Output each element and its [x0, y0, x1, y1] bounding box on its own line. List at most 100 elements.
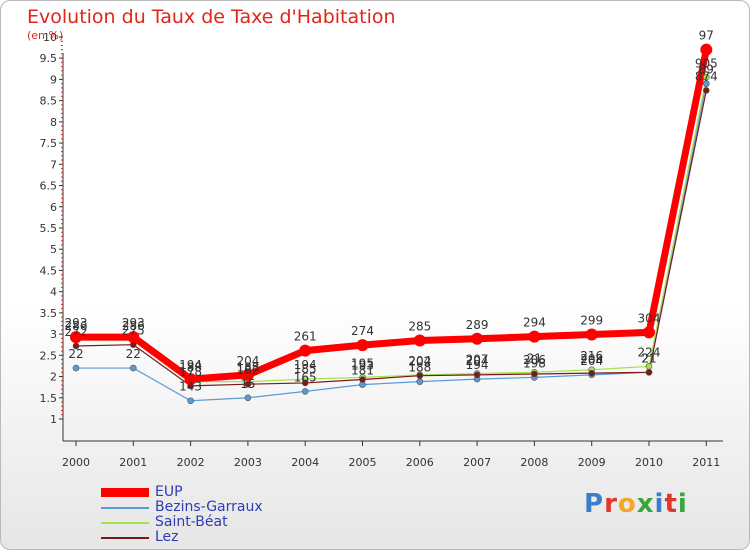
data-point — [702, 87, 710, 94]
data-label: 188 — [236, 361, 259, 375]
data-label: 274 — [351, 324, 374, 338]
data-point — [299, 344, 312, 357]
data-label: 21 — [527, 351, 542, 365]
series-line-3 — [75, 90, 707, 387]
y-tick-label: 7.5 — [40, 137, 58, 150]
data-label: 21 — [641, 351, 656, 365]
data-label: 22 — [68, 347, 83, 361]
data-label: 194 — [294, 358, 317, 372]
data-label: 204 — [466, 354, 489, 368]
data-point — [301, 379, 309, 387]
data-label: 204 — [236, 354, 259, 368]
y-tick-label: 9 — [50, 73, 57, 86]
data-point — [643, 326, 655, 339]
data-label: 286 — [122, 319, 145, 333]
data-point — [70, 331, 82, 344]
data-label: 22 — [126, 347, 141, 361]
data-label: 188 — [408, 361, 431, 375]
chart-title: Evolution du Taux de Taxe d'Habitation — [27, 6, 396, 28]
y-tick-label: 5 — [50, 243, 57, 256]
y-tick-label: 3.5 — [40, 307, 58, 320]
x-tick-label: 2001 — [119, 456, 147, 469]
y-tick-label: 8.5 — [40, 95, 58, 108]
data-label: 202 — [408, 355, 431, 369]
x-tick-label: 2003 — [234, 456, 262, 469]
data-label: 198 — [523, 356, 546, 370]
data-point — [72, 364, 80, 372]
data-label: 293 — [122, 316, 145, 330]
data-point — [187, 397, 194, 405]
data-point — [184, 373, 197, 386]
data-label: 286 — [65, 319, 88, 333]
data-label: 206 — [523, 353, 546, 367]
data-label: 178 — [179, 365, 202, 379]
data-label: 204 — [408, 354, 431, 368]
data-label: 182 — [236, 363, 259, 377]
y-tick-label: 5.5 — [40, 222, 58, 235]
data-label: 304 — [638, 311, 661, 325]
data-label: 905 — [695, 56, 718, 70]
legend-label-bezins-garraux: Bezins-Garraux — [155, 499, 263, 515]
data-label: 272 — [65, 325, 88, 339]
legend-swatch-bezins-garraux — [101, 507, 149, 509]
data-label: 89 — [699, 63, 714, 77]
x-tick-label: 2004 — [291, 456, 319, 469]
x-tick-label: 2008 — [520, 456, 548, 469]
data-point — [471, 332, 484, 345]
data-point — [413, 334, 426, 347]
data-point — [130, 364, 137, 372]
data-label: 289 — [466, 318, 489, 332]
x-tick-label: 2006 — [406, 456, 434, 469]
data-label: 15 — [240, 377, 255, 391]
logo-letter: o — [617, 489, 637, 519]
x-tick-label: 2009 — [578, 456, 606, 469]
data-label: 208 — [580, 352, 603, 366]
series-line-0 — [76, 48, 710, 383]
data-point — [645, 369, 653, 376]
data-point — [244, 380, 252, 388]
data-label: 181 — [351, 364, 374, 378]
y-tick-label: 10 — [43, 31, 57, 44]
data-label: 97 — [699, 29, 714, 43]
data-point — [473, 371, 481, 379]
proxiti-logo: Proxiti — [584, 489, 688, 519]
data-point — [588, 369, 596, 377]
data-point — [356, 339, 369, 352]
logo-letter: i — [677, 489, 688, 519]
data-point — [416, 372, 424, 380]
legend-label-saint-beat: Saint-Béat — [155, 514, 228, 530]
data-label: 143 — [179, 380, 202, 394]
data-label: 195 — [351, 356, 374, 370]
legend-swatch-saint-beat — [101, 522, 149, 524]
legend-label-lez: Lez — [155, 529, 179, 545]
x-tick-label: 2000 — [62, 456, 90, 469]
logo-letter: t — [664, 489, 678, 519]
data-label: 188 — [179, 361, 202, 375]
data-point — [700, 43, 713, 56]
y-tick-label: 1 — [50, 413, 57, 426]
logo-letter: i — [654, 489, 665, 519]
data-point — [359, 376, 366, 383]
data-label: 193 — [351, 359, 374, 373]
data-label: 261 — [294, 330, 317, 344]
y-tick-label: 2 — [50, 371, 57, 384]
data-label: 285 — [408, 319, 431, 333]
x-tick-label: 2007 — [463, 456, 491, 469]
data-label: 293 — [65, 316, 88, 330]
data-label: 874 — [695, 69, 718, 83]
data-label: 21 — [641, 351, 656, 365]
data-label: 216 — [580, 349, 603, 363]
legend-label-eup: EUP — [155, 484, 183, 500]
logo-letter: r — [604, 489, 618, 519]
y-tick-label: 4.5 — [40, 264, 58, 277]
series-line-1 — [76, 83, 707, 402]
data-label: 194 — [466, 358, 489, 372]
data-label: 299 — [580, 314, 603, 328]
y-tick-label: 8 — [50, 116, 57, 129]
legend-swatch-eup — [101, 488, 149, 497]
data-point — [531, 370, 538, 378]
data-label: 194 — [179, 358, 202, 372]
data-label: 204 — [580, 354, 603, 368]
